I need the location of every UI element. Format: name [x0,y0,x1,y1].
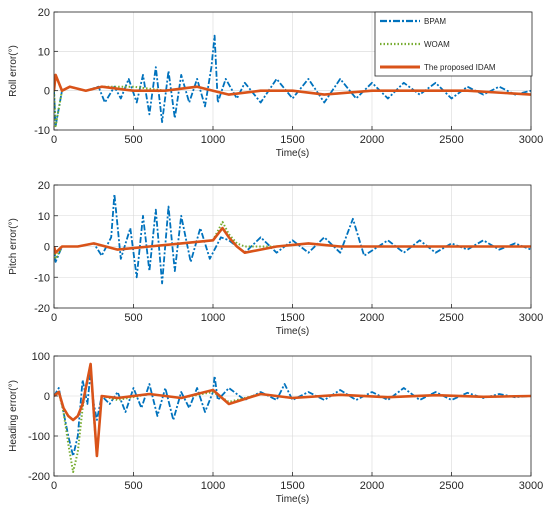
pitch-ytick-label-4: 20 [38,180,50,192]
pitch-xlabel: Time(s) [276,326,310,337]
roll-series-group [54,34,531,128]
legend-label-woam: WOAM [424,40,450,49]
pitch-ytick-label-2: 0 [44,242,50,254]
pitch-xtick-label-6: 3000 [519,312,543,324]
pitch-series-group [54,193,531,285]
roll-xtick-label-5: 2500 [439,134,463,146]
roll-ytick-label-1: 0 [44,86,50,98]
roll-xtick-label-1: 500 [124,134,142,146]
heading-ytick-label-2: 0 [44,391,50,403]
heading-series-idam [54,362,531,458]
pitch-ylabel: Pitch error(°) [8,218,19,275]
pitch-xtick-label-1: 500 [124,312,142,324]
roll-ytick-label-2: 10 [38,46,50,58]
heading-ytick-label-0: -200 [28,471,50,483]
roll-xtick-label-6: 3000 [519,134,543,146]
pitch-xtick-label-4: 2000 [360,312,384,324]
roll-xtick-label-4: 2000 [360,134,384,146]
pitch-ytick-label-1: -10 [34,272,50,284]
pitch-ytick-label-0: -20 [34,303,50,315]
heading-ytick-label-1: -100 [28,431,50,443]
heading-ytick-label-3: 100 [32,351,50,363]
roll-xtick-label-2: 1000 [201,134,225,146]
pitch-ytick-label-3: 10 [38,211,50,223]
legend-label-bpam: BPAM [424,17,446,26]
roll-ytick-label-3: 20 [38,7,50,19]
pitch-xtick-label-2: 1000 [201,312,225,324]
roll-ytick-label-0: -10 [34,125,50,137]
pitch-series-bpam [54,193,531,285]
heading-error-plot: 0 500 1000 1500 2000 2500 3000 -200 -100 0 100 Time… [8,351,543,505]
heading-xtick-label-1: 500 [124,480,142,492]
heading-xtick-label-6: 3000 [519,480,543,492]
roll-xtick-label-0: 0 [51,134,57,146]
pitch-error-plot: 0 500 1000 1500 2000 2500 3000 -20 -10 0 10 20 Time(… [8,180,543,337]
legend: BPAM WOAM The proposed IDAM [374,11,533,77]
pitch-xtick-label-5: 2500 [439,312,463,324]
heading-xtick-label-5: 2500 [439,480,463,492]
roll-xtick-label-3: 1500 [280,134,304,146]
roll-series-idam [54,73,531,96]
heading-xtick-label-0: 0 [51,480,57,492]
heading-xlabel: Time(s) [276,494,310,505]
pitch-xtick-label-3: 1500 [280,312,304,324]
pitch-series-idam [54,226,531,254]
heading-xtick-label-2: 1000 [201,480,225,492]
heading-xtick-label-3: 1500 [280,480,304,492]
heading-xtick-label-4: 2000 [360,480,384,492]
heading-series-group [54,362,531,473]
pitch-xtick-label-0: 0 [51,312,57,324]
roll-ylabel: Roll error(°) [8,45,19,97]
legend-label-idam: The proposed IDAM [424,63,496,72]
heading-ylabel: Heading error(°) [8,380,19,452]
roll-xlabel: Time(s) [276,148,310,159]
